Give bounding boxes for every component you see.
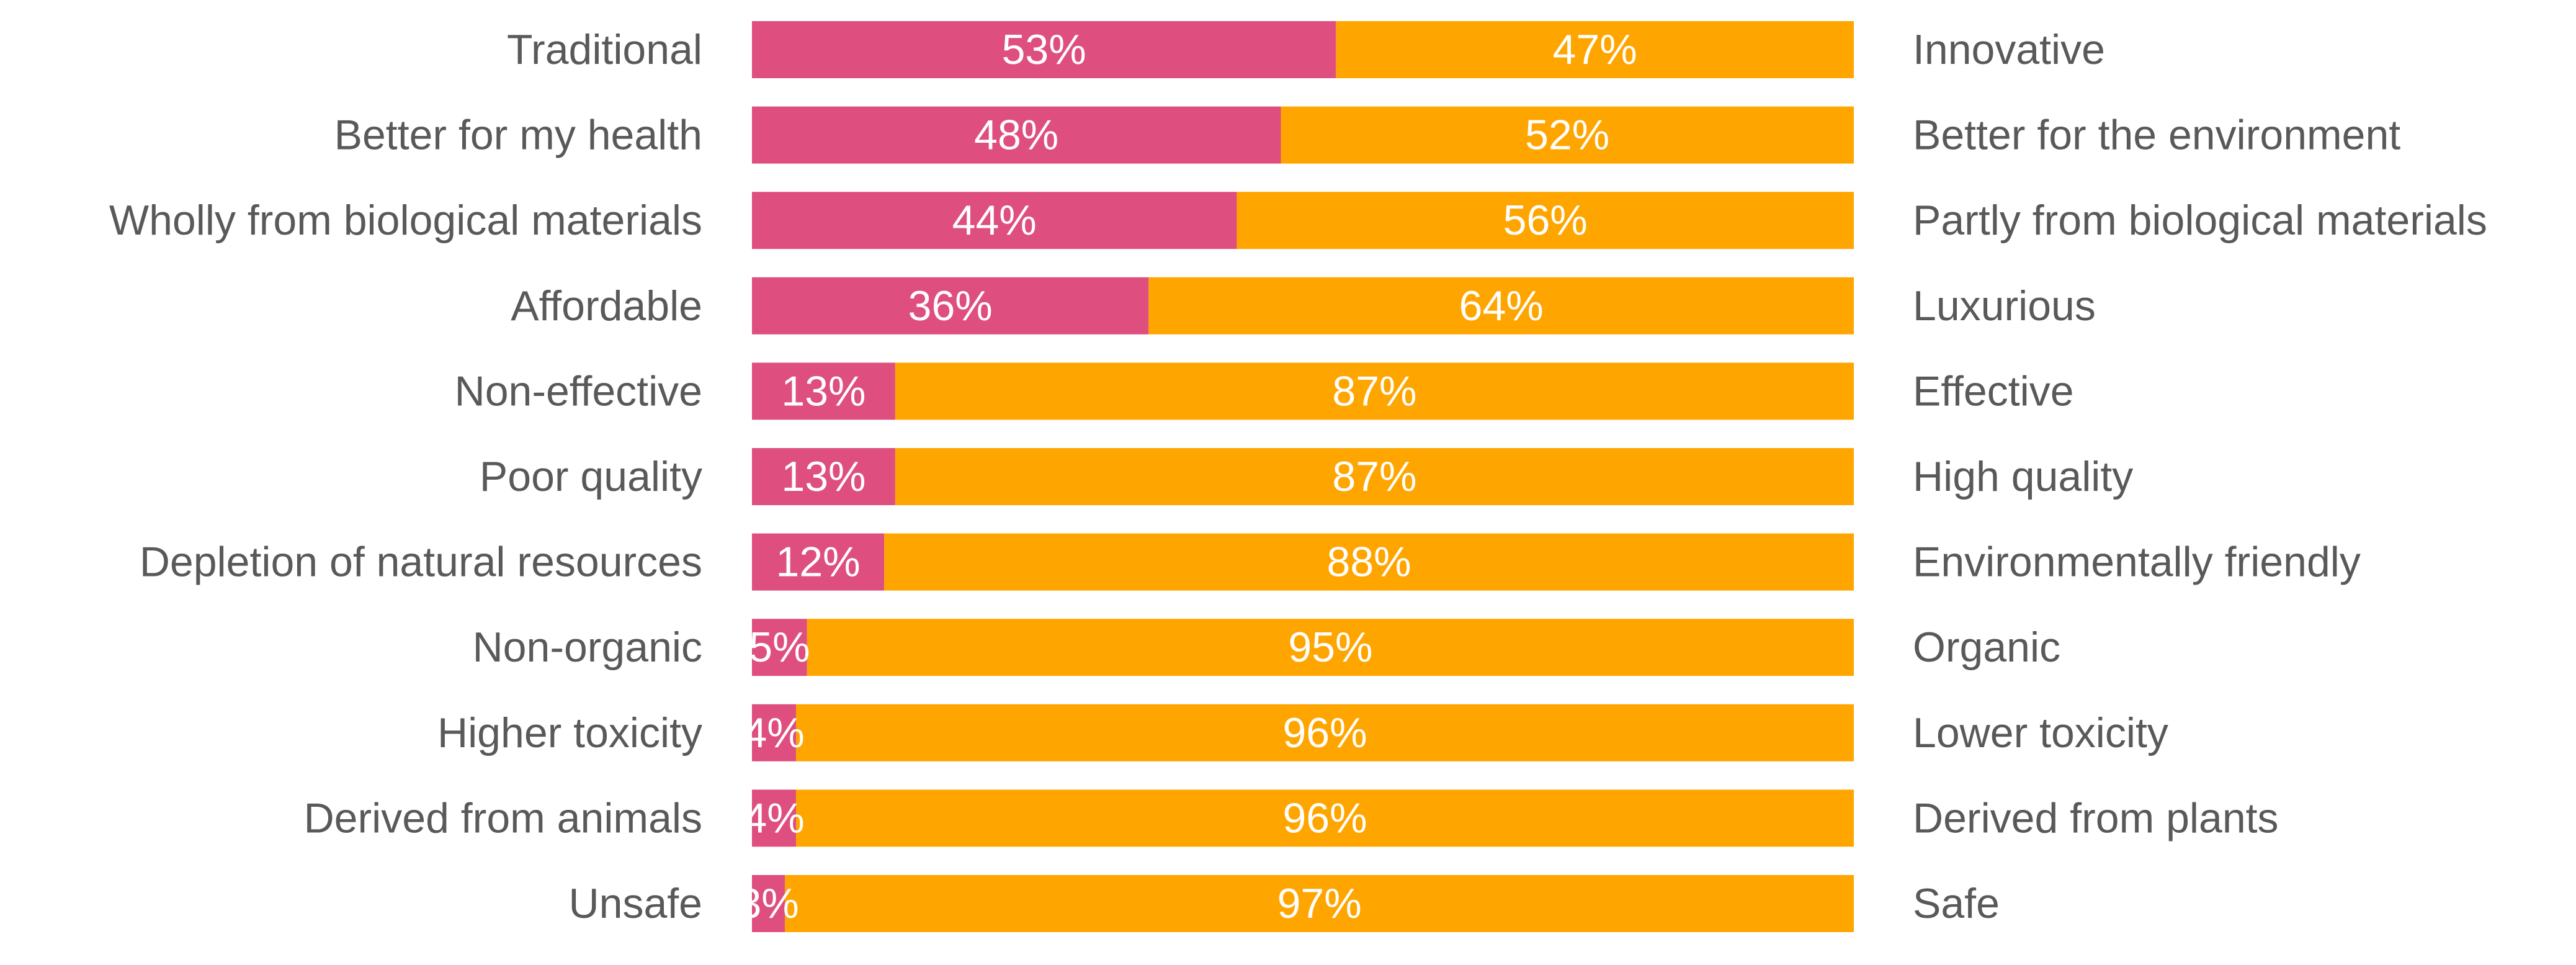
right-category-label: Environmentally friendly <box>1913 539 2361 586</box>
bar-segment-left <box>752 106 1281 164</box>
bar-segment-left <box>752 362 895 420</box>
right-category-label: Organic <box>1913 624 2060 671</box>
bar-segment-left <box>752 192 1237 249</box>
bar-row: Non-organic Organic 5% 95% <box>473 619 2060 676</box>
bar-row: Traditional Innovative 53% 47% <box>507 21 2105 78</box>
bar-row: Non-effective Effective 13% 87% <box>455 362 2074 420</box>
left-value-label: 36% <box>908 282 993 330</box>
left-category-label: Affordable <box>511 282 702 330</box>
bar-segment-left <box>752 619 807 676</box>
bar-segment-right <box>884 533 1854 591</box>
right-value-label: 95% <box>1288 624 1372 671</box>
bar-segment-left <box>752 704 797 761</box>
bar-segment-left <box>752 789 797 847</box>
bar-segment-right <box>796 704 1854 761</box>
right-value-label: 96% <box>1282 794 1367 842</box>
right-value-label: 87% <box>1332 453 1416 500</box>
right-category-label: High quality <box>1913 453 2133 500</box>
right-category-label: Effective <box>1913 367 2074 415</box>
left-category-label: Wholly from biological materials <box>109 197 702 244</box>
bar-segment-right <box>1281 106 1854 164</box>
chart-rows: Traditional Innovative 53% 47% Better for my… <box>109 21 2487 932</box>
left-value-label: 4% <box>743 709 804 756</box>
bar-segment-right <box>785 875 1854 932</box>
right-value-label: 64% <box>1459 282 1544 330</box>
bar-segment-right <box>895 448 1854 505</box>
bar-row: Poor quality High quality 13% 87% <box>480 448 2133 505</box>
right-category-label: Derived from plants <box>1913 794 2279 842</box>
right-value-label: 52% <box>1525 112 1609 159</box>
right-category-label: Innovative <box>1913 26 2105 73</box>
right-value-label: 88% <box>1327 539 1411 586</box>
right-value-label: 87% <box>1332 367 1416 415</box>
left-value-label: 4% <box>743 794 804 842</box>
left-category-label: Unsafe <box>569 880 702 927</box>
right-value-label: 96% <box>1282 709 1367 756</box>
bar-segment-left <box>752 21 1336 78</box>
bar-segment-left <box>752 277 1149 334</box>
right-category-label: Better for the environment <box>1913 112 2400 159</box>
left-category-label: Poor quality <box>480 453 702 500</box>
right-category-label: Partly from biological materials <box>1913 197 2487 244</box>
bar-segment-right <box>796 789 1854 847</box>
left-value-label: 3% <box>738 880 798 927</box>
left-value-label: 53% <box>1002 26 1086 73</box>
left-value-label: 12% <box>776 539 861 586</box>
left-value-label: 5% <box>749 624 810 671</box>
bar-segment-right <box>1336 21 1854 78</box>
left-category-label: Non-organic <box>473 624 702 671</box>
bar-segment-right <box>1237 192 1854 249</box>
left-category-label: Better for my health <box>334 112 702 159</box>
bar-row: Wholly from biological materials Partly f… <box>109 192 2487 249</box>
bar-segment-left <box>752 448 895 505</box>
left-value-label: 13% <box>781 453 865 500</box>
left-category-label: Derived from animals <box>304 794 702 842</box>
right-category-label: Luxurious <box>1913 282 2096 330</box>
left-category-label: Non-effective <box>455 367 702 415</box>
bar-row: Better for my health Better for the envir… <box>334 106 2400 164</box>
bar-segment-right <box>807 619 1854 676</box>
bar-row: Unsafe Safe 3% 97% <box>569 875 2000 932</box>
left-category-label: Traditional <box>507 26 702 73</box>
bar-row: Depletion of natural resources Environmen… <box>140 533 2361 591</box>
right-value-label: 47% <box>1553 26 1637 73</box>
left-category-label: Depletion of natural resources <box>140 539 702 586</box>
right-value-label: 97% <box>1277 880 1362 927</box>
bar-segment-left <box>752 533 885 591</box>
left-value-label: 44% <box>952 197 1037 244</box>
bar-segment-right <box>895 362 1854 420</box>
left-value-label: 48% <box>974 112 1058 159</box>
bar-segment-right <box>1148 277 1854 334</box>
bar-row: Derived from animals Derived from plants 4… <box>304 789 2279 847</box>
right-category-label: Lower toxicity <box>1913 709 2168 756</box>
bar-row: Affordable Luxurious 36% 64% <box>511 277 2096 334</box>
bar-row: Higher toxicity Lower toxicity 4% 96% <box>437 704 2168 761</box>
right-value-label: 56% <box>1503 197 1588 244</box>
left-category-label: Higher toxicity <box>437 709 702 756</box>
left-value-label: 13% <box>781 367 865 415</box>
bar-segment-left <box>752 875 785 932</box>
right-category-label: Safe <box>1913 880 2000 927</box>
